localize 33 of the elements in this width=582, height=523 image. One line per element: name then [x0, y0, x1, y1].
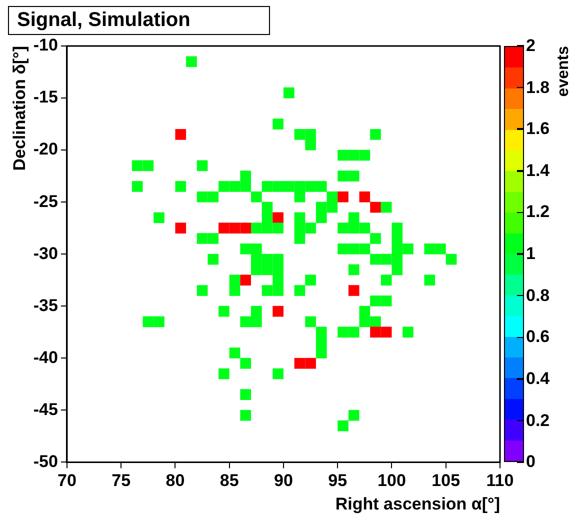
color-bar-label: 0.6	[526, 327, 550, 348]
x-tick-label: 110	[486, 471, 514, 490]
x-tick-label: 80	[166, 471, 185, 490]
x-axis-title: Right ascension α[°]	[335, 494, 500, 514]
y-tick-label: -30	[33, 244, 58, 263]
x-tick-label: 100	[378, 471, 406, 490]
y-tick-label: -25	[33, 192, 58, 211]
x-tick-label: 70	[58, 471, 76, 490]
color-bar-label: 0.8	[526, 286, 550, 306]
x-tick-label: 90	[274, 471, 293, 490]
color-bar-label: 1	[526, 244, 536, 264]
x-tick-label: 105	[432, 471, 460, 490]
color-bar-label: 1.8	[526, 78, 550, 98]
chart-title: Signal, Simulation	[8, 6, 270, 35]
color-bar-title: events	[554, 46, 573, 97]
y-tick-label: -45	[33, 400, 58, 419]
y-tick-label: -10	[33, 36, 58, 55]
y-tick-label: -40	[33, 348, 58, 367]
x-tick-label: 75	[112, 471, 131, 490]
color-bar-label: 1.4	[526, 160, 550, 181]
color-bar-label: 0.4	[526, 368, 550, 389]
color-bar-label: 1.6	[526, 119, 550, 140]
y-tick-label: -20	[33, 140, 58, 159]
color-bar-label: 0.2	[526, 410, 550, 431]
x-tick-label: 85	[220, 471, 239, 490]
y-axis-title: Declination δ[°]	[10, 46, 29, 171]
color-bar-label: 1.2	[526, 202, 550, 222]
color-bar-label: 2	[526, 36, 536, 56]
color-bar-label: 0	[526, 452, 536, 472]
y-tick-label: -50	[33, 452, 58, 471]
y-tick-label: -15	[33, 88, 58, 107]
y-tick-label: -35	[33, 296, 58, 315]
x-tick-label: 95	[328, 471, 348, 490]
